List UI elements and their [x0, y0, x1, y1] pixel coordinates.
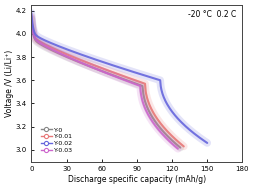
Legend: Y-0, Y-0.01, Y-0.02, Y-0.03: Y-0, Y-0.01, Y-0.02, Y-0.03 [39, 125, 75, 155]
X-axis label: Discharge specific capacity (mAh/g): Discharge specific capacity (mAh/g) [68, 175, 206, 184]
Y-axis label: Voltage /V (Li/Li⁺): Voltage /V (Li/Li⁺) [5, 50, 14, 117]
Text: -20 °C  0.2 C: -20 °C 0.2 C [188, 10, 236, 19]
